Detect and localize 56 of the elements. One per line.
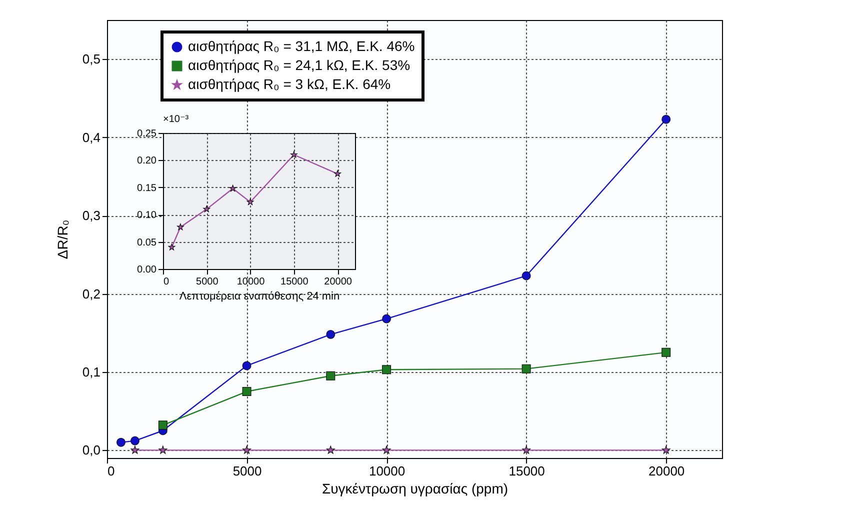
- y-tick-label: 0,2: [82, 286, 100, 302]
- point: [246, 198, 254, 206]
- y-tick-label: 0,4: [82, 130, 100, 145]
- point: [326, 330, 336, 339]
- point: [116, 438, 126, 447]
- point: [382, 446, 391, 454]
- y-axis-title: ΔR/R₀: [54, 220, 70, 260]
- annotation: ×10⁻³: [163, 114, 190, 125]
- point: [522, 446, 531, 454]
- x-tick-label: 5000: [232, 464, 262, 478]
- point: [176, 223, 184, 230]
- point: [242, 361, 252, 370]
- x-tick-label: 10000: [368, 464, 406, 478]
- point: [203, 206, 210, 212]
- y-tick-label: 0.15: [137, 182, 157, 194]
- x-axis-title: Λεπτομέρεια εναπόθεσης 24 min: [179, 290, 340, 302]
- point: [662, 446, 670, 454]
- legend-label: αισθητήρας R₀ = 31,1 MΩ, Ε.Κ. 46%: [188, 38, 415, 54]
- y-tick-label: 0.00: [137, 264, 157, 276]
- point: [382, 314, 392, 324]
- y-tick-label: 0,3: [82, 208, 100, 224]
- y-tick-label: 0.05: [137, 237, 157, 248]
- point: [130, 446, 140, 454]
- point: [334, 170, 342, 177]
- point: [290, 151, 298, 158]
- point: [130, 436, 140, 446]
- x-tick-label: 5000: [196, 276, 219, 288]
- x-tick-label: 20000: [648, 464, 685, 478]
- y-tick-label: 0,0: [82, 442, 100, 458]
- y-tick-label: 0,1: [82, 364, 100, 380]
- point: [326, 446, 335, 454]
- point: [662, 114, 671, 124]
- point: [242, 387, 252, 396]
- point: [158, 446, 168, 454]
- point: [382, 365, 392, 374]
- x-tick-label: 15000: [508, 464, 545, 478]
- x-tick-label: 20000: [324, 276, 352, 288]
- legend-label: αισθητήρας R₀ = 3 kΩ, Ε.Κ. 64%: [188, 76, 391, 92]
- x-axis-title: Συγκέντρωση υγρασίας (ppm): [322, 480, 508, 496]
- point: [522, 364, 531, 374]
- y-tick-label: 0.25: [137, 128, 157, 140]
- y-tick-label: 0.10: [137, 210, 157, 222]
- y-tick-label: 0,5: [82, 52, 100, 67]
- point: [158, 420, 168, 430]
- point: [662, 348, 671, 357]
- x-tick-label: 10000: [236, 276, 266, 288]
- point: [242, 446, 252, 454]
- point: [168, 244, 176, 250]
- y-tick-label: 0.20: [137, 156, 157, 167]
- point: [326, 371, 336, 380]
- x-tick-label: 15000: [280, 276, 309, 288]
- point: [229, 184, 236, 192]
- x-tick-label: 0: [108, 464, 115, 478]
- x-tick-label: 0: [164, 276, 170, 288]
- point: [522, 271, 531, 280]
- legend-label: αισθητήρας R₀ = 24,1 kΩ, Ε.Κ. 53%: [188, 57, 410, 73]
